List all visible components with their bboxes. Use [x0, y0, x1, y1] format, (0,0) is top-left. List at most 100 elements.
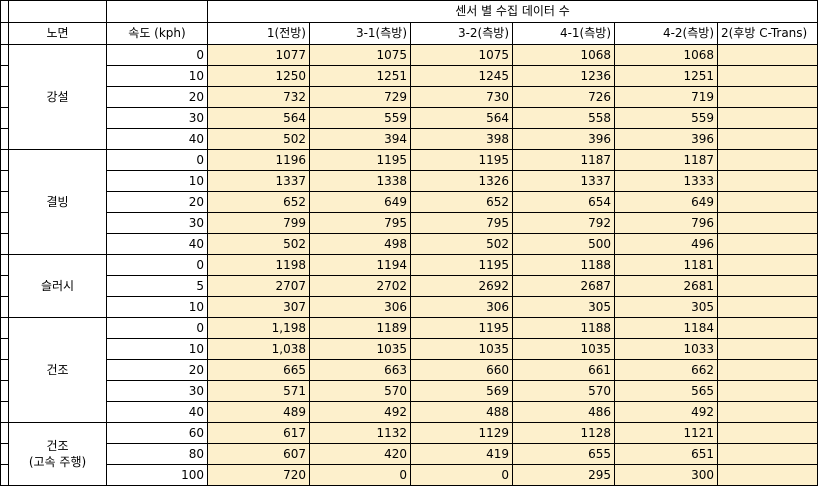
- data-cell[interactable]: 617: [207, 422, 310, 444]
- data-cell[interactable]: 1337: [207, 170, 310, 192]
- data-cell[interactable]: 419: [410, 443, 513, 465]
- left-margin-cell[interactable]: [0, 317, 9, 339]
- speed-cell[interactable]: 100: [106, 464, 208, 486]
- sensor-column-header[interactable]: 3-1(측방): [309, 22, 411, 45]
- data-cell[interactable]: 1194: [309, 254, 411, 276]
- data-cell[interactable]: 306: [410, 296, 513, 318]
- data-cell[interactable]: 1333: [614, 170, 718, 192]
- data-cell[interactable]: 652: [207, 191, 310, 213]
- data-cell[interactable]: 500: [512, 233, 615, 255]
- data-cell[interactable]: 1195: [309, 149, 411, 171]
- data-cell[interactable]: 726: [512, 86, 615, 108]
- left-margin-cell[interactable]: [0, 44, 9, 66]
- data-cell[interactable]: 498: [309, 233, 411, 255]
- data-cell[interactable]: [717, 233, 818, 255]
- data-cell[interactable]: 396: [512, 128, 615, 150]
- left-margin-cell[interactable]: [0, 22, 9, 45]
- data-cell[interactable]: 1035: [410, 338, 513, 360]
- data-cell[interactable]: [717, 191, 818, 213]
- empty-header-cell[interactable]: [106, 0, 208, 23]
- surface-cell[interactable]: 슬러시: [8, 254, 107, 318]
- left-margin-cell[interactable]: [0, 443, 9, 465]
- data-cell[interactable]: 486: [512, 401, 615, 423]
- sensor-column-header[interactable]: 3-2(측방): [410, 22, 513, 45]
- left-margin-cell[interactable]: [0, 254, 9, 276]
- sensor-column-header[interactable]: 2(후방 C-Trans): [717, 22, 818, 45]
- left-margin-cell[interactable]: [0, 191, 9, 213]
- data-cell[interactable]: 2687: [512, 275, 615, 297]
- data-cell[interactable]: [717, 296, 818, 318]
- data-cell[interactable]: 799: [207, 212, 310, 234]
- speed-cell[interactable]: 10: [106, 338, 208, 360]
- data-cell[interactable]: 792: [512, 212, 615, 234]
- sensor-column-header[interactable]: 1(전방): [207, 22, 310, 45]
- left-margin-cell[interactable]: [0, 464, 9, 486]
- data-cell[interactable]: 660: [410, 359, 513, 381]
- left-margin-cell[interactable]: [0, 86, 9, 108]
- empty-header-cell[interactable]: [8, 0, 107, 23]
- data-cell[interactable]: 1251: [309, 65, 411, 87]
- data-cell[interactable]: 502: [207, 128, 310, 150]
- data-cell[interactable]: 1251: [614, 65, 718, 87]
- data-cell[interactable]: 564: [410, 107, 513, 129]
- data-cell[interactable]: [717, 128, 818, 150]
- data-cell[interactable]: 305: [512, 296, 615, 318]
- data-cell[interactable]: 1236: [512, 65, 615, 87]
- speed-cell[interactable]: 0: [106, 254, 208, 276]
- surface-cell[interactable]: 결빙: [8, 149, 107, 255]
- data-cell[interactable]: 420: [309, 443, 411, 465]
- data-cell[interactable]: 559: [614, 107, 718, 129]
- data-cell[interactable]: 502: [207, 233, 310, 255]
- speed-cell[interactable]: 40: [106, 401, 208, 423]
- data-cell[interactable]: [717, 107, 818, 129]
- data-cell[interactable]: 732: [207, 86, 310, 108]
- speed-cell[interactable]: 40: [106, 128, 208, 150]
- data-cell[interactable]: 565: [614, 380, 718, 402]
- data-cell[interactable]: 1337: [512, 170, 615, 192]
- speed-cell[interactable]: 0: [106, 44, 208, 66]
- data-cell[interactable]: 1035: [512, 338, 615, 360]
- data-cell[interactable]: 1196: [207, 149, 310, 171]
- data-cell[interactable]: 652: [410, 191, 513, 213]
- speed-cell[interactable]: 40: [106, 233, 208, 255]
- speed-cell[interactable]: 5: [106, 275, 208, 297]
- data-cell[interactable]: 1195: [410, 254, 513, 276]
- left-margin-cell[interactable]: [0, 422, 9, 444]
- data-cell[interactable]: 649: [614, 191, 718, 213]
- speed-cell[interactable]: 10: [106, 170, 208, 192]
- data-cell[interactable]: 1189: [309, 317, 411, 339]
- data-cell[interactable]: 1326: [410, 170, 513, 192]
- data-cell[interactable]: 1,038: [207, 338, 310, 360]
- data-cell[interactable]: [717, 338, 818, 360]
- left-margin-cell[interactable]: [0, 296, 9, 318]
- data-cell[interactable]: 795: [410, 212, 513, 234]
- data-cell[interactable]: 720: [207, 464, 310, 486]
- data-cell[interactable]: 569: [410, 380, 513, 402]
- data-cell[interactable]: 502: [410, 233, 513, 255]
- data-cell[interactable]: 651: [614, 443, 718, 465]
- data-cell[interactable]: 607: [207, 443, 310, 465]
- data-cell[interactable]: 2692: [410, 275, 513, 297]
- data-cell[interactable]: 1068: [512, 44, 615, 66]
- data-cell[interactable]: [717, 65, 818, 87]
- data-cell[interactable]: 558: [512, 107, 615, 129]
- data-cell[interactable]: 1245: [410, 65, 513, 87]
- data-cell[interactable]: [717, 401, 818, 423]
- data-cell[interactable]: 570: [309, 380, 411, 402]
- data-cell[interactable]: 649: [309, 191, 411, 213]
- speed-cell[interactable]: 20: [106, 191, 208, 213]
- data-cell[interactable]: 662: [614, 359, 718, 381]
- data-cell[interactable]: 2707: [207, 275, 310, 297]
- data-cell[interactable]: 655: [512, 443, 615, 465]
- speed-cell[interactable]: 30: [106, 107, 208, 129]
- data-cell[interactable]: 492: [614, 401, 718, 423]
- sensor-column-header[interactable]: 4-2(측방): [614, 22, 718, 45]
- data-cell[interactable]: [717, 44, 818, 66]
- data-cell[interactable]: 1068: [614, 44, 718, 66]
- data-cell[interactable]: 1188: [512, 317, 615, 339]
- sensor-group-title[interactable]: 센서 별 수집 데이터 수: [207, 0, 818, 23]
- data-cell[interactable]: [717, 86, 818, 108]
- data-cell[interactable]: 300: [614, 464, 718, 486]
- data-cell[interactable]: 489: [207, 401, 310, 423]
- left-margin-cell[interactable]: [0, 338, 9, 360]
